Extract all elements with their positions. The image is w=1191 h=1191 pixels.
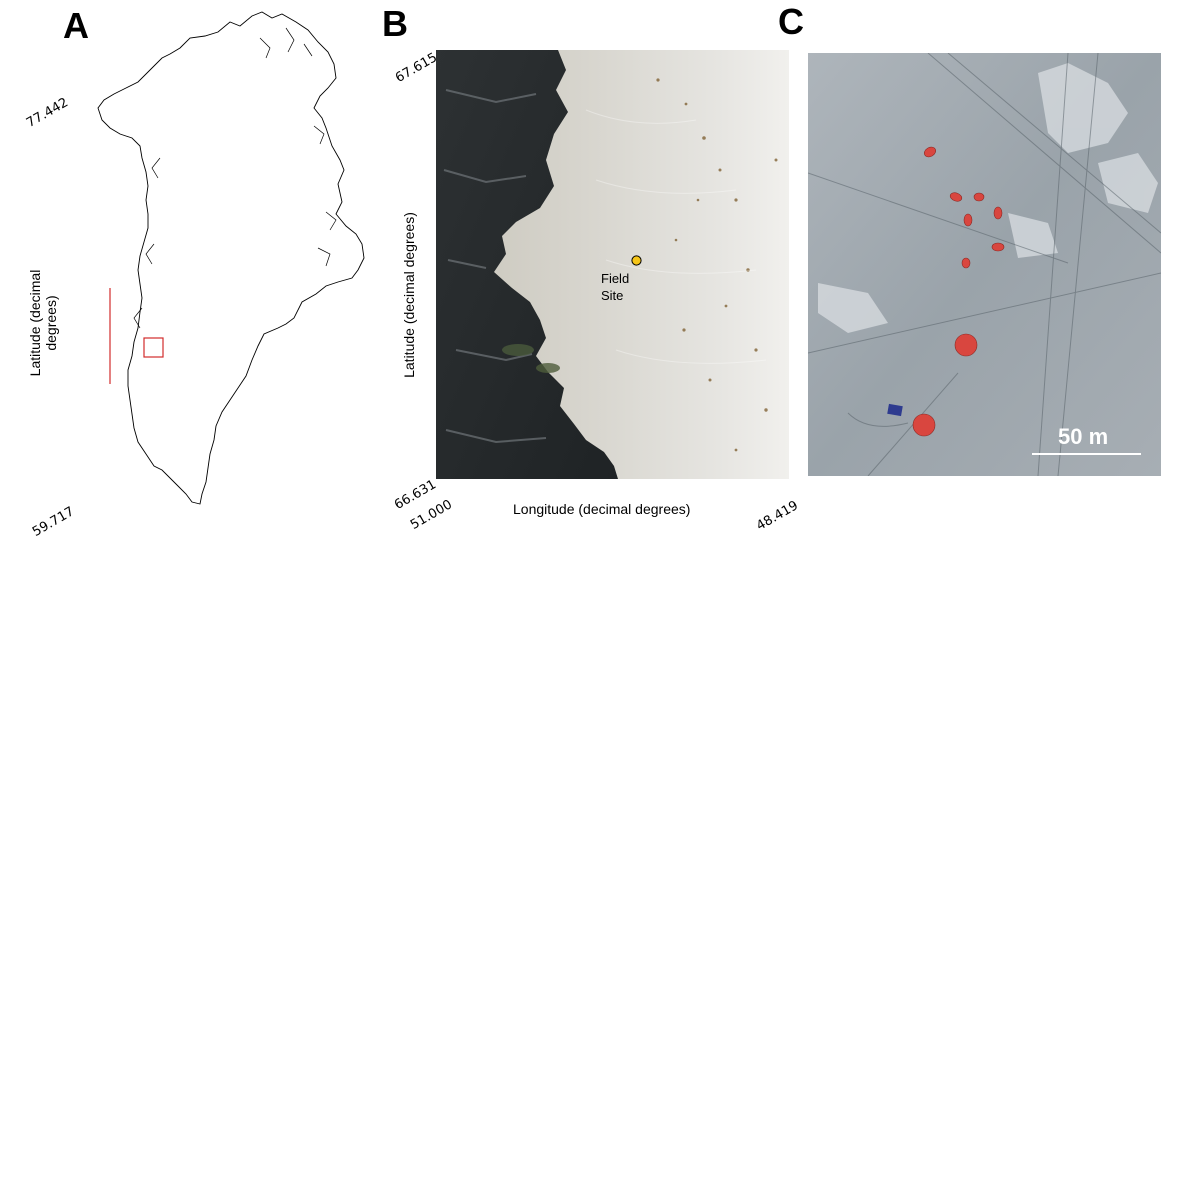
panel-a-letter: A (63, 5, 89, 46)
panel-a-ylabel-line1: Latitude (decimal (27, 269, 43, 377)
panel-b-lon-right-label: 48.419 (754, 498, 801, 534)
camp-tents (912, 146, 1005, 437)
study-area-box (143, 337, 164, 358)
aerial-image-panel-c (808, 53, 1161, 476)
greenland-coastline (97, 11, 365, 505)
ice-free-land (436, 50, 618, 479)
panel-b-letter: B (382, 3, 408, 44)
scale-bar (1032, 453, 1141, 455)
panel-a-lat-top-label: 77.442 (24, 95, 71, 131)
field-site-label-line1: Field (601, 271, 630, 286)
blue-equipment (887, 403, 903, 417)
panel-b-ylabel: Latitude (decimal degrees) (401, 212, 417, 378)
panel-b-lat-top-label: 67.615 (393, 50, 440, 86)
satellite-image-panel-b (436, 50, 789, 479)
panel-a-lat-bottom-label: 59.717 (30, 504, 77, 540)
panel-b-xlabel: Longitude (decimal degrees) (513, 501, 691, 517)
scale-bar-label: 50 m (1058, 424, 1109, 449)
panel-a-ylabel: Latitude (decimal degrees) (27, 263, 59, 383)
panel-c-letter: C (778, 1, 804, 42)
panel-a-ylabel-line2: degrees) (43, 295, 59, 351)
greenland-outline-map (97, 11, 365, 505)
field-site-marker (631, 255, 642, 266)
field-site-label-line2: Site (601, 288, 624, 303)
field-site-label: Field Site (601, 270, 629, 304)
